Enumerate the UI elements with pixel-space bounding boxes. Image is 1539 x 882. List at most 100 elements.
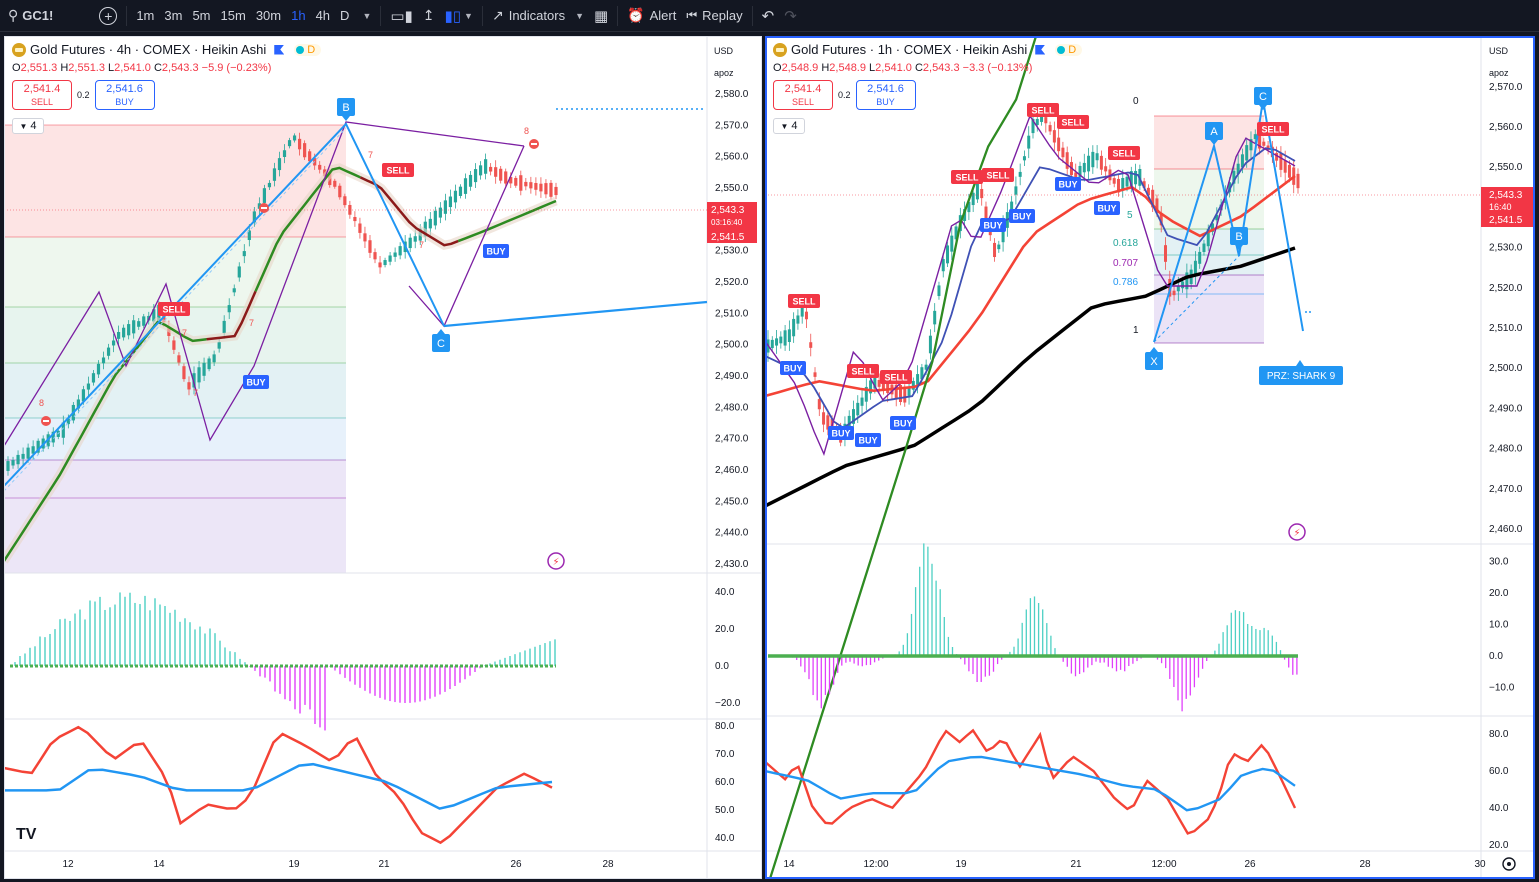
heikin-ashi-candle [1040,113,1044,122]
heikin-ashi-candle [1035,118,1039,126]
buy-signal-text: BUY [983,221,1002,231]
fib-level-label: 0.618 [1113,238,1138,249]
interval-15m[interactable]: 15m [220,8,246,23]
heikin-ashi-candle [800,306,804,317]
heikin-ashi-candle [237,266,241,278]
pattern-point-pointer [1150,347,1158,352]
chart-type-button[interactable]: ↥ [418,0,440,32]
heikin-ashi-candle [378,262,382,268]
heikin-ashi-candle [272,168,277,181]
heikin-ashi-candle [1193,260,1197,276]
sell-signal-text: SELL [1112,149,1136,159]
left-chart-canvas[interactable]: 2,580.02,570.02,560.02,550.02,540.02,530… [4,36,762,879]
interval-d[interactable]: D [340,8,350,23]
right-chart-panel[interactable]: 0 0.618 0.707 0.786 1 5 2,570.0 2,560.0 2,550.0 2… [765,36,1535,879]
gold-coin-icon [12,42,26,57]
indicators-button[interactable]: ↗ Indicators ▼ [487,0,589,32]
divider [481,5,483,26]
sell-button[interactable]: 2,541.4 SELL [773,80,833,110]
heikin-ashi-candle [453,190,458,203]
heikin-ashi-candle [1258,130,1262,149]
buy-signal-label [483,244,509,258]
replay-button[interactable]: ⏮ Replay [681,0,747,32]
interval-1h[interactable]: 1h [291,8,306,23]
date-tick-label: 21 [1070,859,1082,870]
buy-signal-label [1055,177,1081,191]
heikin-ashi-candle [438,207,442,218]
alert-button[interactable]: ⏰ Alert [622,0,681,32]
undo-button[interactable]: ↶ [757,0,780,32]
price-tick-label: 2,460.0 [715,465,749,476]
fib-level-label: 0 [1133,96,1139,107]
collapse-indicators-button[interactable]: ▼ 4 [12,118,44,134]
interval-1m[interactable]: 1m [136,8,155,23]
heikin-ashi-candle [1275,152,1279,161]
heikin-ashi-candle [1061,147,1065,158]
interval-5m[interactable]: 5m [192,8,211,23]
heikin-ashi-candle [1164,245,1167,262]
tradingview-logo: TV [16,826,37,843]
sell-button[interactable]: 2,541.4 SELL [12,80,72,110]
left-chart-panel[interactable]: 2,580.02,570.02,560.02,550.02,540.02,530… [4,36,762,879]
date-tick-label: 28 [602,859,614,870]
flag-icon[interactable] [274,44,285,55]
price-tick-label: 2,430.0 [715,559,749,570]
currency-selector[interactable]: USD [710,42,752,60]
heikin-ashi-candle [1078,165,1082,178]
scale-selector[interactable]: apoz [710,64,752,82]
heikin-ashi-candle [308,151,312,162]
buy-price: 2,541.6 [106,83,143,95]
date-tick-label: 12:00 [1151,859,1176,870]
heikin-ashi-candle [997,244,1001,250]
rsi-tick-label: 20.0 [1489,840,1509,851]
collapse-indicators-button[interactable]: ▼ 4 [773,118,805,134]
heikin-ashi-candle [458,186,463,196]
heikin-ashi-icon: ▮▯ [444,7,462,25]
pattern-point-label: B [342,102,349,114]
layout-button[interactable]: ▦ [589,0,613,32]
buy-signal-text: BUY [246,378,265,388]
heikin-ashi-button[interactable]: ▮▯ ▼ [440,0,478,32]
compare-button[interactable]: + [94,0,122,32]
sell-signal-text: SELL [986,171,1010,181]
data-status-badge: D [1055,43,1083,56]
heikin-ashi-candle [894,384,898,399]
scale-selector[interactable]: apoz [1485,64,1527,82]
price-tick-label: 2,510.0 [715,308,749,319]
chart-title: Gold Futures · 1h · COMEX · Heikin Ashi [791,42,1028,57]
interval-30m[interactable]: 30m [255,8,282,23]
heikin-ashi-candle [775,338,779,346]
interval-group: 1m 3m 5m 15m 30m 1h 4h D [131,0,354,32]
symbol-search[interactable]: ⚲ GC1! [0,0,58,32]
rsi-tick-label: 70.0 [715,749,735,760]
data-status-badge: D [294,43,322,56]
redo-icon: ↷ [784,7,797,25]
interval-dropdown[interactable]: ▼ [354,0,376,32]
sell-signal-label [158,302,190,316]
buy-button[interactable]: 2,541.6 BUY [855,80,916,110]
buy-signal-text: BUY [1097,204,1116,214]
heikin-ashi-candle [1116,178,1120,193]
close-value: 2,543.3 [922,62,960,74]
right-chart-canvas[interactable]: 0 0.618 0.707 0.786 1 5 2,570.0 2,560.0 2,550.0 2… [765,36,1535,879]
price-tick-label: 2,470.0 [1489,484,1523,495]
bar-style-button[interactable]: ▭▮ [385,0,417,32]
heikin-ashi-candle [368,240,372,253]
heikin-ashi-candle [783,330,787,346]
flag-icon[interactable] [1035,44,1046,55]
heikin-ashi-candle [1172,290,1176,296]
heikin-ashi-candle [937,285,941,297]
currency-label: USD [714,46,734,56]
date-tick-label: 21 [378,859,390,870]
redo-button[interactable]: ↷ [779,0,802,32]
pattern-point-label: X [1150,356,1158,368]
buy-button[interactable]: 2,541.6 BUY [94,80,155,110]
interval-4h[interactable]: 4h [315,8,331,23]
currency-selector[interactable]: USD [1485,42,1527,60]
scale-label: apoz [1489,68,1509,78]
heikin-ashi-candle [1245,145,1249,161]
pattern-point-pointer [342,116,350,121]
heikin-ashi-candle [177,355,181,363]
lightning-icon [547,552,565,570]
interval-3m[interactable]: 3m [164,8,183,23]
